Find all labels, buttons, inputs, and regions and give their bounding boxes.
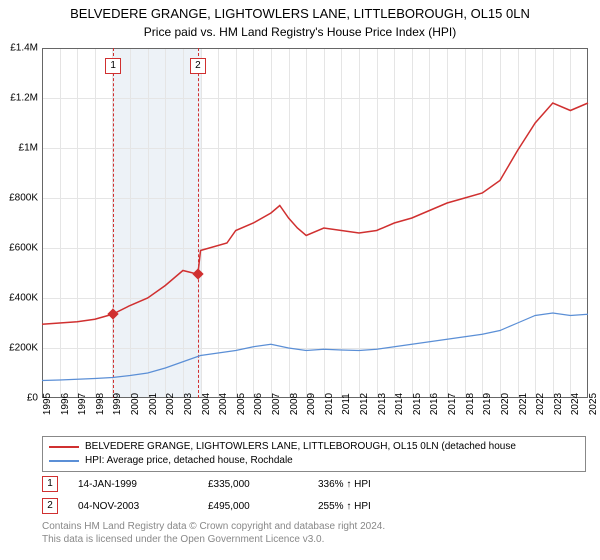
x-tick-label: 2024 [570, 393, 581, 415]
y-tick-label: £1M [0, 143, 38, 154]
x-tick-label: 1997 [77, 393, 88, 415]
x-tick-label: 2006 [253, 393, 264, 415]
y-tick-label: £0 [0, 393, 38, 404]
chart-svg [42, 48, 588, 398]
x-tick-label: 2004 [201, 393, 212, 415]
footnote-date: 14-JAN-1999 [78, 479, 188, 490]
x-tick-label: 2022 [535, 393, 546, 415]
chart-subtitle: Price paid vs. HM Land Registry's House … [0, 23, 600, 43]
footnote-pct: 336% ↑ HPI [318, 479, 371, 490]
legend-item: BELVEDERE GRANGE, LIGHTOWLERS LANE, LITT… [49, 440, 579, 454]
attribution-line2: This data is licensed under the Open Gov… [42, 533, 385, 546]
x-tick-label: 2015 [412, 393, 423, 415]
x-tick-label: 2011 [341, 393, 352, 415]
legend-label: BELVEDERE GRANGE, LIGHTOWLERS LANE, LITT… [85, 440, 516, 454]
legend-swatch [49, 446, 79, 448]
footnote-price: £335,000 [208, 479, 298, 490]
y-tick-label: £800K [0, 193, 38, 204]
attribution-line1: Contains HM Land Registry data © Crown c… [42, 520, 385, 533]
footnote-price: £495,000 [208, 501, 298, 512]
footnotes: 1 14-JAN-1999 £335,000 336% ↑ HPI 2 04-NOV-20… [42, 476, 371, 520]
x-tick-label: 2012 [359, 393, 370, 415]
x-tick-label: 2008 [289, 393, 300, 415]
x-tick-label: 2018 [465, 393, 476, 415]
x-tick-label: 2007 [271, 393, 282, 415]
x-tick-label: 1995 [42, 393, 53, 415]
x-tick-label: 1998 [95, 393, 106, 415]
legend-item: HPI: Average price, detached house, Roch… [49, 454, 579, 468]
x-tick-label: 2013 [377, 393, 388, 415]
y-tick-label: £600K [0, 243, 38, 254]
x-tick-label: 2025 [588, 393, 599, 415]
y-tick-label: £400K [0, 293, 38, 304]
series-property [42, 103, 588, 324]
x-tick-label: 2020 [500, 393, 511, 415]
x-tick-label: 1999 [112, 393, 123, 415]
x-tick-label: 2002 [165, 393, 176, 415]
series-hpi [42, 313, 588, 381]
y-tick-label: £1.2M [0, 93, 38, 104]
x-tick-label: 2010 [324, 393, 335, 415]
x-tick-label: 2023 [553, 393, 564, 415]
x-tick-label: 2009 [306, 393, 317, 415]
x-tick-label: 2017 [447, 393, 458, 415]
footnote-row: 2 04-NOV-2003 £495,000 255% ↑ HPI [42, 498, 371, 514]
footnote-marker: 1 [42, 476, 58, 492]
attribution: Contains HM Land Registry data © Crown c… [42, 520, 385, 546]
x-tick-label: 2021 [518, 393, 529, 415]
legend-label: HPI: Average price, detached house, Roch… [85, 454, 293, 468]
footnote-date: 04-NOV-2003 [78, 501, 188, 512]
legend-swatch [49, 460, 79, 462]
x-tick-label: 2004 [218, 393, 229, 415]
x-tick-label: 2016 [429, 393, 440, 415]
legend: BELVEDERE GRANGE, LIGHTOWLERS LANE, LITT… [42, 436, 586, 472]
y-tick-label: £1.4M [0, 43, 38, 54]
x-tick-label: 2014 [394, 393, 405, 415]
x-tick-label: 1996 [60, 393, 71, 415]
x-tick-label: 2005 [236, 393, 247, 415]
x-tick-label: 2019 [482, 393, 493, 415]
footnote-pct: 255% ↑ HPI [318, 501, 371, 512]
chart-title: BELVEDERE GRANGE, LIGHTOWLERS LANE, LITT… [0, 0, 600, 23]
x-tick-label: 2003 [183, 393, 194, 415]
footnote-marker: 2 [42, 498, 58, 514]
x-tick-label: 2000 [130, 393, 141, 415]
x-tick-label: 2001 [148, 393, 159, 415]
footnote-row: 1 14-JAN-1999 £335,000 336% ↑ HPI [42, 476, 371, 492]
y-tick-label: £200K [0, 343, 38, 354]
